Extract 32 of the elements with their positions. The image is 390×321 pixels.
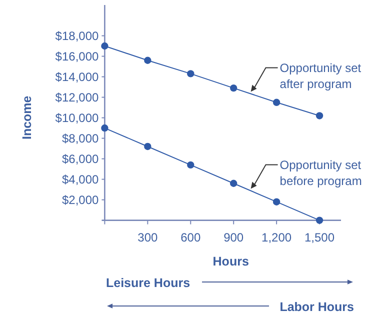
point xyxy=(187,70,194,78)
text: Leisure Hours xyxy=(106,276,190,290)
point xyxy=(144,142,152,150)
y-tick-label: $16,000 xyxy=(55,49,100,64)
point xyxy=(230,84,238,92)
point xyxy=(101,42,108,50)
y-tick-label: $10,000 xyxy=(55,110,100,125)
x-tick-label: 1,500 xyxy=(304,230,335,244)
y-tick-label: $18,000 xyxy=(55,28,100,43)
x-tick-label: 1,200 xyxy=(262,230,292,244)
x-tick-label: 300 xyxy=(138,230,158,244)
text: Labor Hours xyxy=(280,300,354,314)
y-tick-label: $4,000 xyxy=(62,172,100,186)
y-axis-title: Income xyxy=(20,96,34,140)
x-tick-label: 600 xyxy=(180,230,201,244)
y-tick-label: $8,000 xyxy=(62,131,100,146)
point xyxy=(316,112,324,120)
point xyxy=(144,56,152,64)
series-label: Opportunity set before program xyxy=(280,158,362,188)
x-axis-title: Hours xyxy=(212,254,249,268)
point xyxy=(187,161,194,169)
y-tick-label: $2,000 xyxy=(62,192,100,207)
y-tick-label: $14,000 xyxy=(55,70,100,84)
point xyxy=(101,124,108,132)
point xyxy=(272,98,280,106)
point xyxy=(272,198,280,206)
series-label: Opportunity set after program xyxy=(280,60,362,91)
point xyxy=(316,216,324,224)
point xyxy=(230,180,238,187)
y-tick-label: $12,000 xyxy=(55,90,100,104)
y-tick-label: $6,000 xyxy=(62,152,100,166)
x-tick-label: 900 xyxy=(224,230,244,244)
